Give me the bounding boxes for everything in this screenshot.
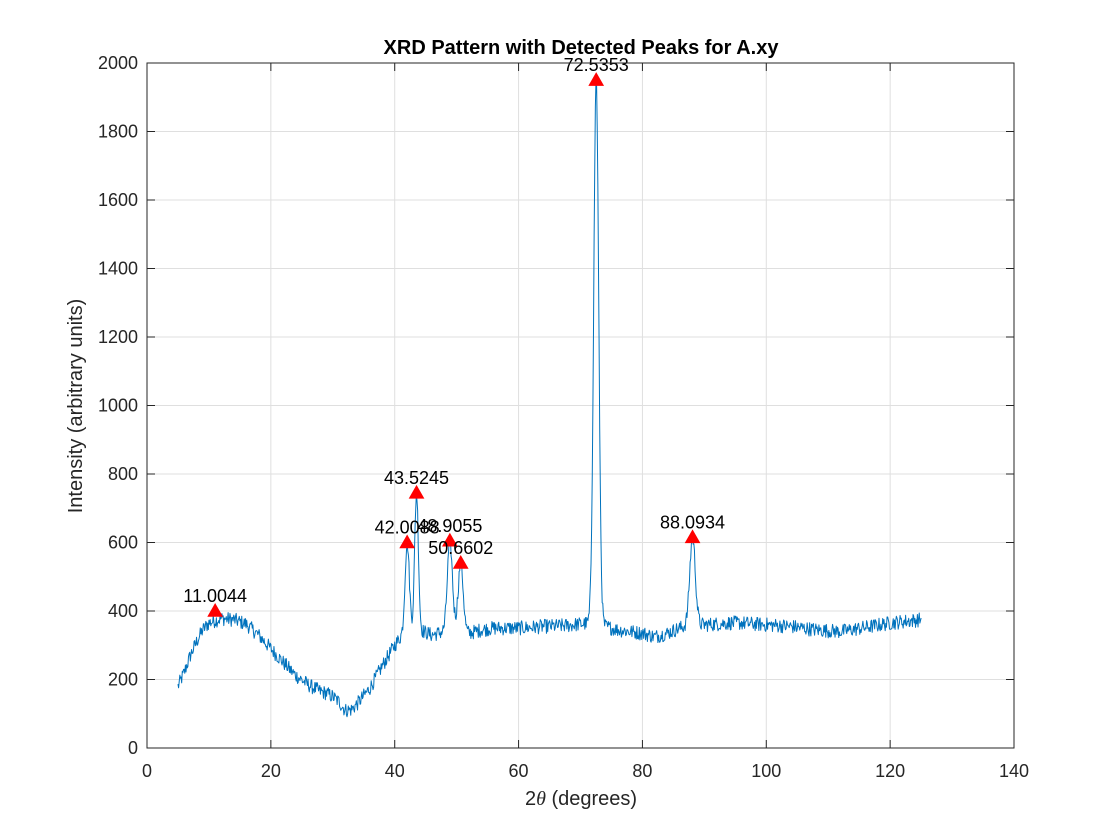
y-tick-label: 1600 <box>98 190 138 210</box>
peak-marker <box>442 532 458 547</box>
y-tick-label: 800 <box>108 464 138 484</box>
y-tick-label: 2000 <box>98 53 138 73</box>
tick-labels: 0 20 40 60 80 100 120 1400200400600800100012001… <box>98 53 1029 781</box>
series-layer <box>177 79 922 718</box>
y-tick-label: 1200 <box>98 327 138 347</box>
peak-label: 11.0044 <box>183 586 247 606</box>
x-axis-label-prefix: 2 <box>525 788 536 810</box>
y-tick-label: 400 <box>108 601 138 621</box>
peak-marker <box>684 529 701 544</box>
peak-marker <box>588 72 605 86</box>
axes <box>146 62 1015 749</box>
peak-marker <box>207 602 224 617</box>
peak-label: 42.0088 <box>375 518 440 538</box>
x-tick-label: 120 <box>875 761 905 781</box>
peak-label: 48.9055 <box>417 516 482 536</box>
x-axis-label-symbol: θ <box>536 788 546 810</box>
x-tick-label: 20 <box>261 761 281 781</box>
chart-title: XRD Pattern with Detected Peaks for A.xy <box>384 37 780 59</box>
x-tick-label: 80 <box>632 761 652 781</box>
y-axis-label: Intensity (arbitrary units) <box>65 299 87 514</box>
x-tick-label: 60 <box>509 761 529 781</box>
x-tick-label: 0 <box>142 761 152 781</box>
y-tick-label: 1000 <box>98 396 138 416</box>
y-tick-label: 200 <box>108 670 138 690</box>
grid <box>146 62 1015 749</box>
peak-marker <box>408 484 425 499</box>
y-tick-label: 0 <box>128 738 138 758</box>
x-tick-label: 40 <box>385 761 405 781</box>
peak-marker <box>452 555 469 569</box>
y-tick-label: 600 <box>108 533 138 553</box>
peak-marker <box>399 534 416 549</box>
x-axis-label-suffix: (degrees) <box>546 788 637 810</box>
y-tick-label: 1400 <box>98 259 138 279</box>
x-tick-label: 140 <box>999 761 1029 781</box>
peak-label: 43.5245 <box>384 468 449 488</box>
x-tick-label: 100 <box>751 761 781 781</box>
x-axis-label: 2θ (degrees) <box>525 788 637 810</box>
peak-label: 88.0934 <box>660 512 725 532</box>
peak-label: 50.6602 <box>428 538 493 558</box>
peak-label: 72.5353 <box>564 55 629 75</box>
xrd-series-line <box>177 79 922 718</box>
y-tick-label: 1800 <box>98 122 138 142</box>
